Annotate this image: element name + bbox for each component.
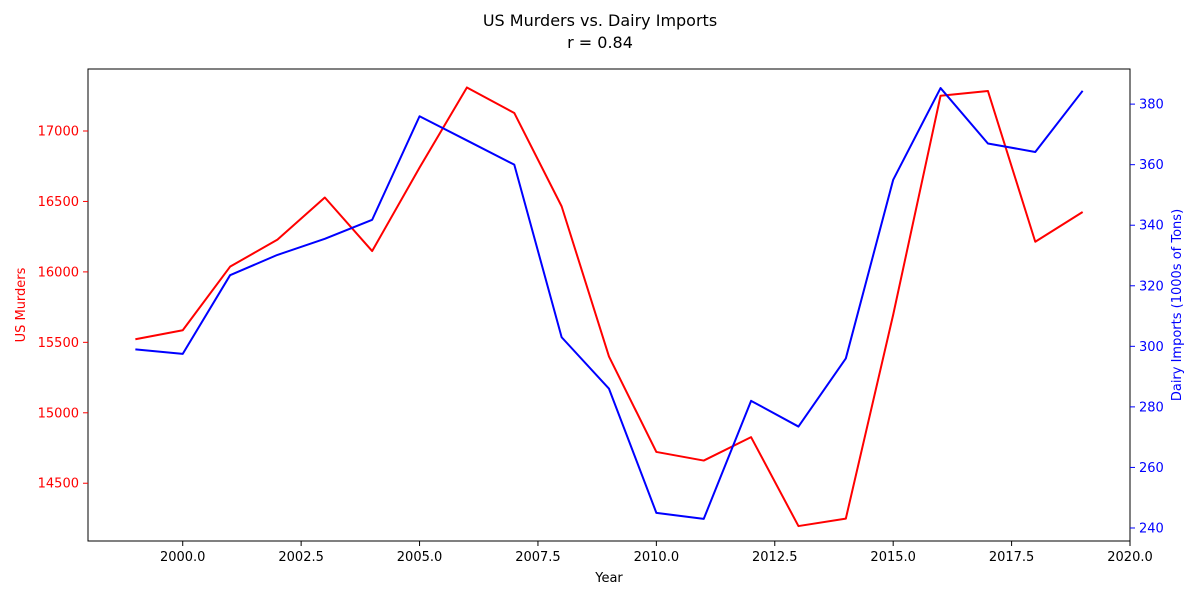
x-tick-label: 2000.0 bbox=[160, 550, 206, 565]
left-y-tick-label: 15500 bbox=[38, 336, 79, 351]
x-axis-label: Year bbox=[594, 571, 623, 586]
plot-frame bbox=[87, 68, 1131, 542]
x-tick-label: 2020.0 bbox=[1107, 550, 1153, 565]
x-tick-label: 2012.5 bbox=[752, 550, 798, 565]
right-y-tick-label: 360 bbox=[1139, 158, 1164, 173]
right-y-tick-label: 240 bbox=[1139, 521, 1164, 536]
right-y-tick-label: 300 bbox=[1139, 340, 1164, 355]
chart-title: US Murders vs. Dairy Imports bbox=[483, 11, 717, 30]
left-y-axis-ticks: 14500 15000 15500 16000 16500 17000 bbox=[38, 124, 88, 492]
x-tick-label: 2005.0 bbox=[397, 550, 443, 565]
right-y-tick-label: 340 bbox=[1139, 219, 1164, 234]
right-y-axis-label: Dairy Imports (1000s of Tons) bbox=[1170, 209, 1185, 401]
x-axis-ticks: 2000.0 2002.5 2005.0 2007.5 2010.0 2012.5 2015… bbox=[160, 541, 1153, 565]
left-y-axis-label: US Murders bbox=[14, 267, 29, 342]
x-tick-label: 2007.5 bbox=[515, 550, 561, 565]
left-y-tick-label: 14500 bbox=[38, 477, 79, 492]
right-y-tick-label: 260 bbox=[1139, 461, 1164, 476]
series-layer bbox=[135, 86, 1084, 528]
dairy-imports-line bbox=[135, 87, 1084, 520]
left-y-tick-label: 17000 bbox=[38, 124, 79, 139]
x-tick-label: 2015.0 bbox=[870, 550, 916, 565]
x-tick-label: 2017.5 bbox=[989, 550, 1035, 565]
chart-subtitle: r = 0.84 bbox=[567, 33, 633, 52]
right-y-tick-label: 280 bbox=[1139, 400, 1164, 415]
right-y-axis-ticks: 240 260 280 300 320 340 360 380 bbox=[1130, 98, 1164, 536]
right-y-tick-label: 320 bbox=[1139, 279, 1164, 294]
x-tick-label: 2010.0 bbox=[634, 550, 680, 565]
left-y-tick-label: 16500 bbox=[38, 195, 79, 210]
us-murders-line bbox=[135, 86, 1084, 528]
x-tick-label: 2002.5 bbox=[278, 550, 324, 565]
right-y-tick-label: 380 bbox=[1139, 98, 1164, 113]
left-y-tick-label: 16000 bbox=[38, 265, 79, 280]
left-y-tick-label: 15000 bbox=[38, 406, 79, 421]
